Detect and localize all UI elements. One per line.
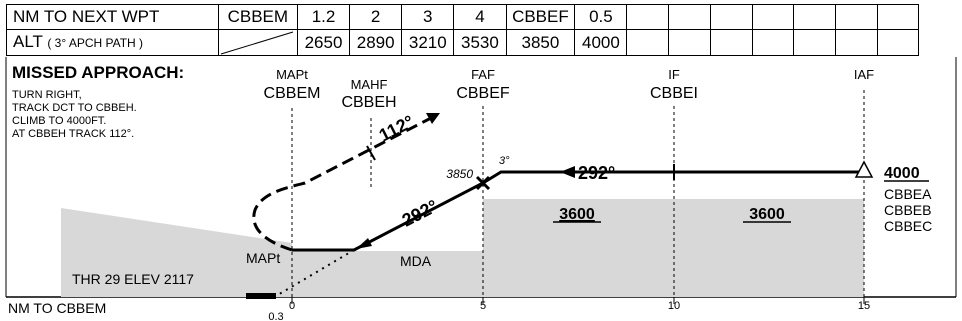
iaf-waypoint-label: CBBEC (884, 218, 932, 234)
alt-label: ALT (13, 32, 43, 51)
terrain-shading (61, 199, 864, 297)
table-cell: CBBEM (217, 4, 298, 30)
missed-approach-line: CLIMB TO 4000FT. (12, 115, 106, 127)
glide-angle-label: 3° (499, 155, 510, 167)
missed-arrowhead-icon (426, 113, 440, 124)
missed-approach-line: TURN RIGHT, (12, 89, 82, 101)
if-name-label: CBBEI (650, 85, 698, 102)
iaf-waypoint-label: CBBEA (884, 186, 932, 202)
if-role-label: IF (668, 67, 680, 82)
iaf-triangle-icon (854, 160, 874, 178)
missed-track-label: 112° (376, 111, 417, 145)
table-cell (793, 4, 836, 30)
table-cell (751, 4, 795, 30)
table-cell (876, 29, 920, 56)
runway-bar (246, 293, 276, 299)
table-cell (876, 4, 920, 30)
mapt-label: MAPt (246, 250, 280, 266)
table-cell: 3210 (401, 29, 455, 56)
table-cell (751, 29, 795, 56)
alt-label-note: ( 3° APCH PATH ) (47, 36, 144, 50)
distance-tick-label: 5 (480, 300, 486, 312)
table-cell (793, 29, 836, 56)
table-cell: 2 (349, 4, 403, 30)
waypoint-altitude-table: NM TO NEXT WPT CBBEM 1.2 2 3 4 CBBEF 0.5… (6, 4, 956, 56)
segment-altitude-1: 3600 (559, 206, 595, 223)
mapt-name-label: CBBEM (264, 85, 321, 102)
table-cell: 4000 (574, 29, 628, 56)
iaf-altitude-label: 4000 (884, 165, 920, 182)
table-cell: 3 (401, 4, 455, 30)
table-cell: 2650 (296, 29, 351, 56)
missed-approach-path (252, 115, 434, 252)
table-cell: 3850 (505, 29, 576, 56)
diagonal-cell (217, 29, 298, 56)
faf-role-label: FAF (471, 67, 495, 82)
segment-altitude-2: 3600 (749, 206, 785, 223)
row-label: ALT ( 3° APCH PATH ) (6, 29, 219, 56)
faf-cross-icon (475, 175, 491, 191)
table-cell (834, 29, 878, 56)
mahf-name-label: CBBEH (341, 94, 396, 111)
mapt-role-label: MAPt (276, 67, 308, 82)
table-cell: CBBEF (505, 4, 576, 30)
distance-scale-title: NM TO CBBEM (8, 300, 106, 316)
altitude-row: ALT ( 3° APCH PATH ) 2650 2890 3210 3530… (6, 29, 956, 56)
table-cell: 2890 (349, 29, 403, 56)
track-arrowhead-icon (356, 238, 372, 249)
table-cell (626, 29, 670, 56)
table-cell: 4 (453, 4, 507, 30)
faf-altitude-label: 3850 (446, 167, 473, 181)
mda-label: MDA (400, 253, 432, 269)
track-arrowhead-icon (560, 166, 575, 178)
distance-tick-label: 0 (289, 300, 295, 312)
missed-approach-line: AT CBBEH TRACK 112°. (12, 128, 134, 140)
intermediate-track-label: 292° (399, 196, 441, 231)
table-cell: 3530 (453, 29, 507, 56)
mahf-tick (366, 145, 376, 161)
missed-approach-title: MISSED APPROACH: (12, 63, 184, 82)
table-cell (668, 29, 711, 56)
iaf-role-label: IAF (854, 67, 874, 82)
visual-descent-path (275, 249, 355, 297)
faf-name-label: CBBEF (456, 85, 510, 102)
final-track-label: 292° (578, 163, 615, 183)
missed-approach-line: TRACK DCT TO CBBEH. (12, 102, 137, 114)
row-label: NM TO NEXT WPT (6, 4, 219, 30)
diagonal-line-icon (220, 31, 293, 54)
runway-offset-label: 0.3 (268, 311, 283, 321)
distance-tick-label: 10 (668, 300, 680, 312)
threshold-label: THR 29 ELEV 2117 (72, 271, 194, 287)
distance-tick-label: 15 (858, 300, 870, 312)
mahf-role-label: MAHF (351, 77, 388, 92)
iaf-waypoint-label: CBBEB (884, 202, 931, 218)
